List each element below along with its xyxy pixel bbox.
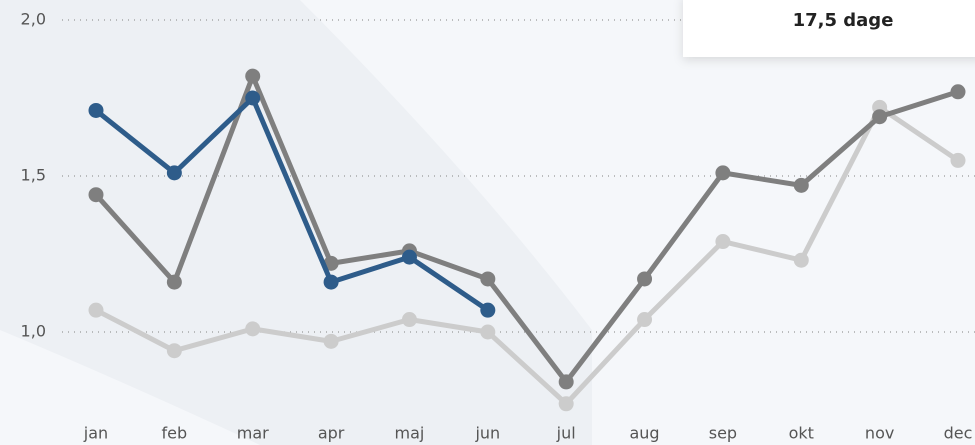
x-tick-label: jan — [83, 424, 108, 443]
data-point — [715, 165, 731, 181]
y-tick-label: 2,0 — [21, 10, 46, 29]
data-point — [793, 252, 809, 268]
data-point — [88, 302, 104, 318]
data-point — [872, 109, 888, 125]
x-tick-label: sep — [709, 424, 737, 443]
x-tick-label: feb — [162, 424, 188, 443]
data-point — [558, 374, 574, 390]
data-point — [166, 343, 182, 359]
data-point — [793, 177, 809, 193]
data-point — [245, 90, 261, 106]
x-tick-label: mar — [237, 424, 269, 443]
data-point — [480, 271, 496, 287]
data-point — [401, 312, 417, 328]
tooltip-box — [683, 0, 975, 57]
data-point — [950, 84, 966, 100]
data-point — [637, 312, 653, 328]
data-point — [88, 102, 104, 118]
x-tick-label: aug — [629, 424, 659, 443]
data-point — [323, 333, 339, 349]
data-point — [323, 274, 339, 290]
data-point — [558, 396, 574, 412]
tooltip-text: 17,5 dage — [793, 10, 894, 31]
data-point — [401, 249, 417, 265]
grid: 1,0 1,5 2,0 — [21, 10, 975, 341]
x-tick-label: maj — [395, 424, 425, 443]
data-point — [480, 302, 496, 318]
data-point — [637, 271, 653, 287]
data-point — [480, 324, 496, 340]
x-tick-label: okt — [789, 424, 814, 443]
data-point — [245, 68, 261, 84]
series-line — [94, 104, 960, 407]
data-point — [245, 321, 261, 337]
x-tick-label: jun — [474, 424, 500, 443]
y-tick-label: 1,0 — [21, 322, 46, 341]
lines — [88, 68, 966, 412]
x-tick-label: nov — [865, 424, 894, 443]
x-tick-label: apr — [318, 424, 345, 443]
y-tick-label: 1,5 — [21, 166, 46, 185]
data-point — [166, 165, 182, 181]
x-tick-label: jul — [556, 424, 576, 443]
data-point — [166, 274, 182, 290]
data-point — [715, 234, 731, 250]
series-line — [94, 95, 490, 313]
data-point — [950, 152, 966, 168]
background-shape — [0, 0, 592, 445]
x-tick-label: dec — [944, 424, 973, 443]
data-point — [88, 187, 104, 203]
